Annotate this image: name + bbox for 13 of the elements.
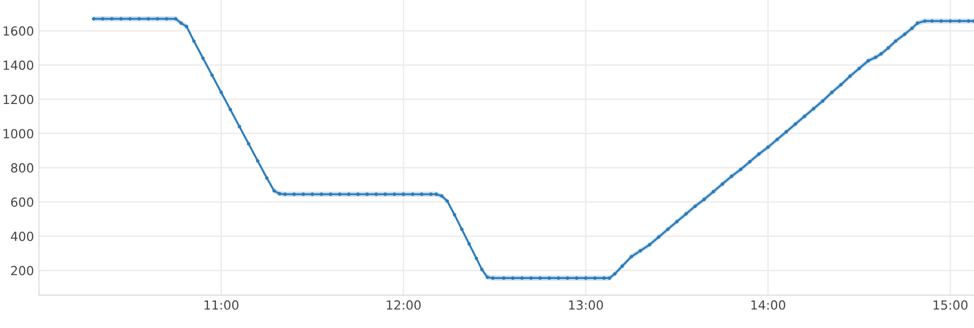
y-tick-label: 400	[10, 232, 34, 242]
x-tick-label: 15:00	[934, 300, 968, 310]
y-tick-label: 200	[11, 266, 34, 276]
y-tick-label: 1200	[4, 94, 34, 104]
y-tick-label: 1000	[4, 128, 34, 138]
x-tick-label: 13:00	[569, 300, 603, 310]
x-tick-label: 11:00	[204, 300, 238, 310]
y-tick-label: 1400	[4, 60, 34, 70]
y-tick-label: 600	[11, 197, 34, 207]
y-tick-label: 1600	[4, 26, 34, 36]
y-tick-label: 800	[11, 163, 34, 173]
x-tick-label: 12:00	[386, 300, 421, 310]
x-tick-label: 14:00	[751, 300, 786, 310]
